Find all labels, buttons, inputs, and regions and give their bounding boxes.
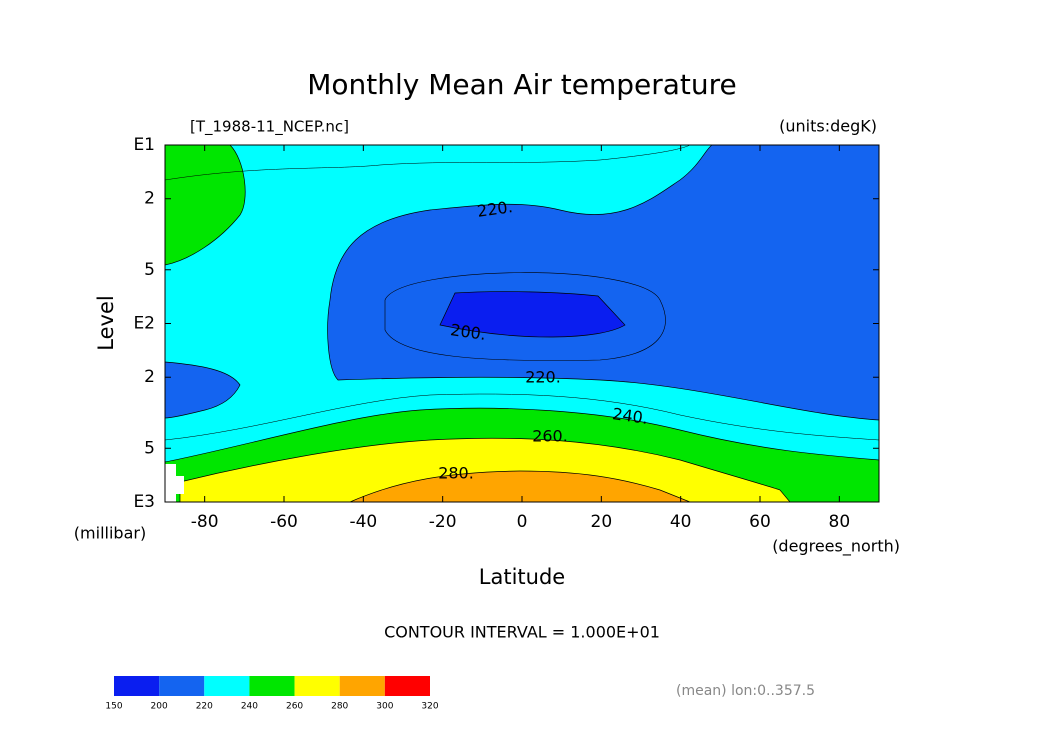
colorbar-swatch bbox=[294, 676, 340, 696]
y-tick-label: E1 bbox=[133, 135, 155, 155]
y-tick-label: 2 bbox=[144, 189, 155, 209]
colorbar-label: 300 bbox=[376, 702, 393, 712]
y-tick-label: 5 bbox=[144, 260, 155, 280]
region bbox=[439, 291, 626, 338]
contour-interval: CONTOUR INTERVAL = 1.000E+01 bbox=[384, 623, 660, 642]
colorbar-swatch bbox=[159, 676, 205, 696]
contour-line bbox=[384, 272, 666, 361]
colorbar-label: 220 bbox=[196, 702, 213, 712]
footer-note: (mean) lon:0..357.5 bbox=[676, 683, 815, 699]
x-axis-units: (degrees_north) bbox=[772, 537, 900, 557]
x-tick-label: 20 bbox=[591, 512, 613, 532]
y-axis-units: (millibar) bbox=[74, 524, 146, 543]
contour-line bbox=[164, 393, 880, 441]
x-tick-label: -20 bbox=[429, 512, 457, 532]
colorbar-label: 150 bbox=[105, 702, 122, 712]
colorbar-swatch bbox=[249, 676, 295, 696]
y-tick-label: 5 bbox=[144, 438, 155, 458]
x-tick-label: -40 bbox=[349, 512, 377, 532]
contour-label: 200. bbox=[449, 320, 487, 344]
colorbar-label: 260 bbox=[286, 702, 303, 712]
colorbar-swatch bbox=[384, 676, 430, 696]
x-tick-label: 0 bbox=[517, 512, 528, 532]
x-tick-label: 80 bbox=[829, 512, 851, 532]
contour-label: 220. bbox=[525, 368, 561, 387]
x-tick-label: 40 bbox=[670, 512, 692, 532]
region bbox=[164, 361, 241, 419]
contour-label: 220. bbox=[476, 197, 514, 221]
y-axis-label: Level bbox=[94, 295, 118, 350]
y-tick-label: E3 bbox=[133, 492, 155, 512]
region bbox=[327, 144, 880, 421]
y-tick-label: E2 bbox=[133, 314, 155, 334]
x-tick-label: 60 bbox=[749, 512, 771, 532]
region bbox=[164, 144, 246, 266]
x-tick-label: -60 bbox=[270, 512, 298, 532]
colorbar-label: 240 bbox=[241, 702, 258, 712]
colorbar-swatch bbox=[204, 676, 250, 696]
contour-label: 280. bbox=[438, 464, 474, 483]
missing-data bbox=[165, 464, 184, 502]
colorbar-label: 280 bbox=[331, 702, 348, 712]
chart-title: Monthly Mean Air temperature bbox=[307, 68, 737, 101]
contour-label: 260. bbox=[532, 427, 568, 446]
subtitle: [T_1988-11_NCEP.nc] bbox=[190, 118, 349, 137]
region bbox=[349, 470, 691, 503]
units: (units:degK) bbox=[779, 117, 877, 136]
colorbar-swatch bbox=[114, 676, 160, 696]
x-tick-label: -80 bbox=[191, 512, 219, 532]
colorbar-label: 320 bbox=[421, 702, 438, 712]
contour-line bbox=[164, 144, 691, 181]
plot-area bbox=[164, 144, 880, 503]
y-tick-label: 2 bbox=[144, 367, 155, 387]
x-axis-label: Latitude bbox=[479, 565, 565, 589]
contour-label: 240. bbox=[611, 404, 649, 428]
colorbar-label: 200 bbox=[151, 702, 168, 712]
colorbar-swatch bbox=[339, 676, 385, 696]
